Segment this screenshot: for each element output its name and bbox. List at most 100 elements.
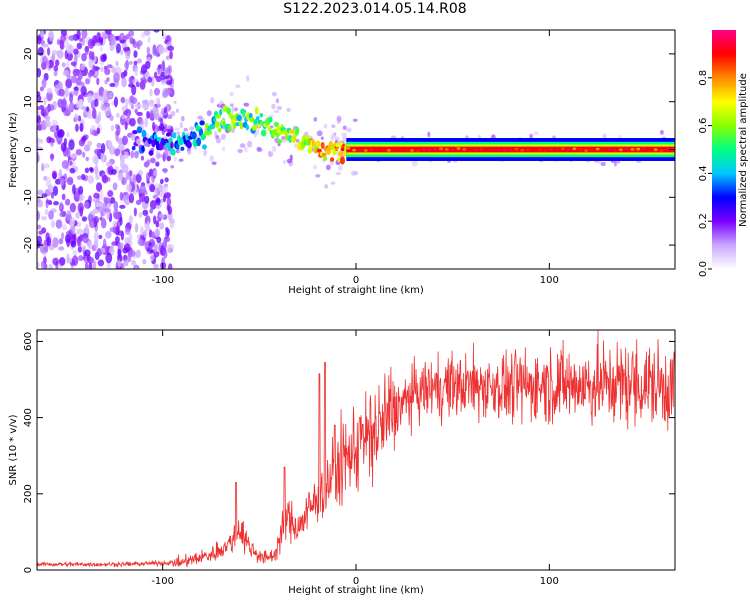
heatmap-cell [126, 112, 131, 119]
heatmap-cell [150, 157, 156, 164]
heatmap-cell [121, 77, 127, 88]
heatmap-cell [200, 133, 206, 141]
heatmap-cell [221, 146, 226, 152]
heatmap-cell [50, 138, 56, 144]
heatmap-cell [95, 182, 103, 192]
heatmap-cell [228, 123, 232, 133]
heatmap-cell [93, 208, 98, 214]
heatmap-cell [158, 184, 164, 193]
heatmap-cell [96, 77, 100, 86]
heatmap-cell [144, 117, 148, 128]
heatmap-cell [42, 43, 49, 48]
heatmap-cell [230, 103, 234, 107]
heatmap-cell [307, 146, 313, 154]
heatmap-cell [346, 146, 351, 150]
heatmap-cell [331, 124, 336, 128]
heatmap-cell [293, 135, 297, 141]
heatmap-cell [161, 256, 166, 264]
colorbar-tick-label: 0.2 [698, 213, 709, 229]
heatmap-cell [127, 60, 133, 65]
heatmap-cell [133, 60, 138, 65]
heatmap-cell [37, 114, 42, 125]
heatmap-cell [433, 147, 438, 151]
heatmap-cell [336, 115, 342, 122]
heatmap-cell [153, 170, 157, 177]
heatmap-cell [37, 106, 41, 111]
heatmap-cell [271, 145, 277, 153]
heatmap-cell [267, 126, 272, 132]
heatmap-cell [153, 30, 160, 33]
heatmap-cell [102, 174, 109, 184]
heatmap-cell [121, 114, 126, 120]
heatmap-cell [281, 138, 288, 143]
heatmap-cell [91, 129, 98, 136]
heatmap-cell [167, 114, 173, 120]
colorbar-tick-label: 0.0 [698, 261, 709, 277]
heatmap-cell [84, 224, 90, 235]
snr-y-tick-label: 200 [23, 484, 34, 503]
heatmap-cell [136, 58, 142, 64]
heatmap-cell [87, 241, 93, 250]
heatmap-cell [109, 82, 116, 88]
heatmap-cell [120, 71, 126, 80]
snr-x-axis-label: Height of straight line (km) [288, 585, 424, 596]
heatmap-cell [94, 148, 101, 155]
heatmap-cell [84, 201, 90, 209]
heatmap-cell [164, 88, 172, 95]
heatmap-cell [531, 146, 536, 150]
heatmap-cell [66, 147, 71, 159]
heatmap-cell [100, 142, 106, 154]
heatmap-cell [92, 64, 96, 75]
heatmap-cell [129, 249, 136, 257]
heatmap-cell [180, 115, 185, 122]
heatmap-cell [135, 249, 142, 258]
heatmap-cell [104, 30, 112, 35]
heatmap-cell [54, 84, 59, 94]
heatmap-cell [163, 106, 167, 114]
heatmap-cell [130, 150, 135, 159]
heatmap-y-tick-label: 10 [23, 95, 34, 108]
heatmap-cell [101, 217, 106, 226]
heatmap-cell [151, 139, 156, 147]
heatmap-cell [315, 140, 321, 148]
heatmap-cell [133, 207, 137, 217]
heatmap-cell [247, 140, 253, 148]
heatmap-cell [135, 81, 140, 88]
heatmap-cell [92, 259, 97, 269]
heatmap-cell [53, 71, 58, 77]
heatmap-cell [101, 247, 106, 254]
heatmap-cell [146, 46, 151, 55]
heatmap-cell [168, 263, 173, 269]
heatmap-cell [106, 77, 110, 82]
heatmap-cell [87, 113, 94, 120]
heatmap-cell [117, 260, 121, 269]
heatmap-cell [274, 109, 280, 114]
heatmap-cell [196, 137, 202, 147]
heatmap-cell [186, 141, 192, 149]
heatmap-cell [320, 141, 325, 150]
heatmap-cell [152, 49, 158, 57]
heatmap-cell [665, 147, 670, 151]
heatmap-cell [114, 236, 120, 243]
heatmap-cell [187, 150, 192, 155]
heatmap-y-tick-label: -20 [23, 237, 34, 253]
heatmap-cell [95, 202, 101, 208]
heatmap-cell [43, 96, 47, 106]
heatmap-cell [322, 155, 328, 162]
heatmap-cell [140, 226, 144, 237]
heatmap-cell [39, 243, 46, 249]
heatmap-cell [136, 138, 141, 145]
heatmap-cell [38, 230, 44, 235]
heatmap-cell [653, 148, 658, 152]
heatmap-cell [37, 195, 41, 204]
heatmap-cell [260, 129, 267, 137]
heatmap-cell [69, 161, 73, 166]
heatmap-cell [61, 159, 69, 169]
heatmap-cell [97, 259, 105, 267]
heatmap-cell [131, 146, 136, 151]
heatmap-cell [340, 148, 345, 151]
heatmap-cell [189, 126, 195, 131]
colorbar-tick-label: 0.6 [698, 118, 709, 134]
heatmap-cell [115, 212, 120, 220]
heatmap-cell [141, 145, 145, 152]
